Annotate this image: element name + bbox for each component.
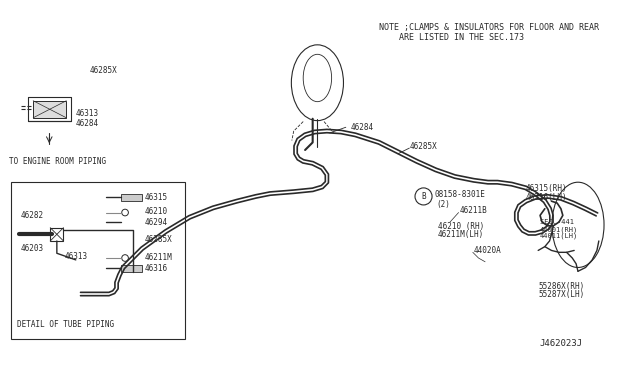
Text: 46285X: 46285X (90, 66, 118, 75)
Text: SEC. 441: SEC. 441 (540, 219, 574, 225)
Text: 44020A: 44020A (474, 246, 502, 255)
Text: 46285X: 46285X (145, 235, 173, 244)
Text: (2): (2) (436, 199, 451, 208)
Text: 46285X: 46285X (410, 142, 437, 151)
Bar (50, 228, 63, 241)
Bar (122, 193, 142, 201)
Text: 46316: 46316 (145, 264, 168, 273)
Text: 46282: 46282 (21, 211, 44, 220)
Text: TO ENGINE ROOM PIPING: TO ENGINE ROOM PIPING (10, 157, 107, 166)
Text: 55286X(RH): 55286X(RH) (538, 282, 584, 291)
Text: ARE LISTED IN THE SEC.173: ARE LISTED IN THE SEC.173 (379, 32, 524, 42)
Text: 44011(LH): 44011(LH) (540, 233, 579, 240)
Text: 46284: 46284 (76, 119, 99, 128)
Text: 46316(LH): 46316(LH) (526, 193, 568, 202)
Bar (12, 182, 185, 339)
Text: 46315: 46315 (145, 193, 168, 202)
Text: 46210 (RH): 46210 (RH) (438, 222, 484, 231)
Text: 46313: 46313 (65, 251, 88, 261)
Text: 46284: 46284 (351, 123, 374, 132)
Text: 44001(RH): 44001(RH) (540, 226, 579, 233)
Text: B: B (421, 192, 426, 201)
Text: 46211B: 46211B (460, 206, 487, 215)
Bar (33, 101, 67, 118)
Text: 46211M(LH): 46211M(LH) (438, 230, 484, 239)
Text: 46203: 46203 (21, 244, 44, 253)
Bar (122, 264, 142, 272)
Text: 08158-8301E: 08158-8301E (435, 190, 486, 199)
Text: 46315(RH): 46315(RH) (526, 185, 568, 193)
Text: J462023J: J462023J (540, 339, 582, 348)
Text: 46313: 46313 (76, 109, 99, 118)
Text: DETAIL OF TUBE PIPING: DETAIL OF TUBE PIPING (17, 320, 114, 329)
Text: 46211M: 46211M (145, 253, 173, 262)
Text: 46210: 46210 (145, 207, 168, 216)
Text: NOTE ;CLAMPS & INSULATORS FOR FLOOR AND REAR: NOTE ;CLAMPS & INSULATORS FOR FLOOR AND … (379, 23, 599, 32)
Text: 46294: 46294 (145, 218, 168, 227)
Text: 55287X(LH): 55287X(LH) (538, 289, 584, 298)
